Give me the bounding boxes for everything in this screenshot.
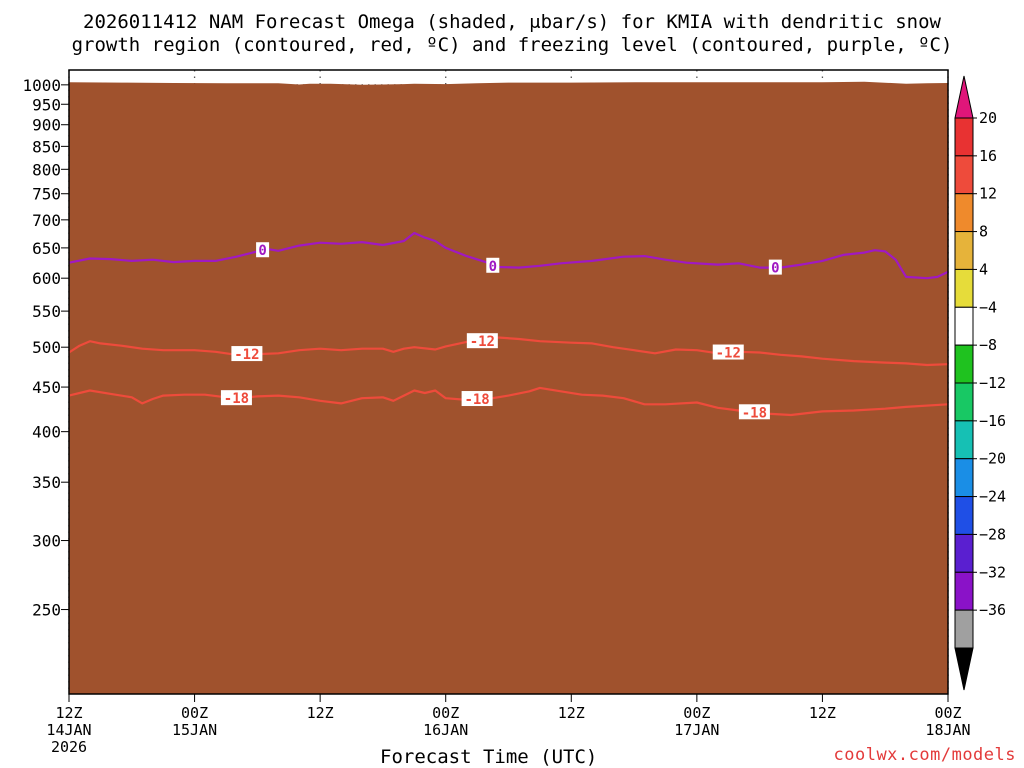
colorbar-label: −20 (979, 450, 1006, 468)
y-tick-label: 350 (32, 473, 61, 492)
colorbar-label: −28 (979, 525, 1006, 543)
plot-border (68, 69, 949, 695)
x-tick-label: 2026 (51, 738, 87, 756)
y-tick-label: 500 (32, 338, 61, 357)
colorbar-swatch (954, 382, 974, 422)
x-tick-label: 00Z (683, 704, 710, 722)
x-tick-label: 12Z (55, 704, 82, 722)
colorbar-label: 16 (979, 147, 997, 165)
colorbar-label: −24 (979, 488, 1006, 506)
terrain-fill (69, 81, 948, 695)
contour-label-bg (466, 333, 498, 349)
colorbar-label: 20 (979, 109, 997, 127)
x-tick-label: 16JAN (423, 721, 468, 739)
colorbar-swatch (954, 117, 974, 157)
x-tick-label: 00Z (181, 704, 208, 722)
contour-line (68, 386, 949, 417)
y-tick-label: 300 (32, 532, 61, 551)
y-tick-label: 900 (32, 116, 61, 135)
contour-label-bg (461, 391, 493, 407)
colorbar-swatch (954, 533, 974, 573)
y-tick-label: 450 (32, 378, 61, 397)
y-tick-label: 1000 (22, 76, 61, 95)
contour-label: -18 (224, 391, 249, 407)
colorbar-swatch (954, 458, 974, 498)
y-axis-ticks: 250 300 350 400 450 500 550 600 650 700 750 800 850 9… (22, 76, 69, 620)
colorbar-swatch (954, 306, 974, 346)
contour-label-bg (768, 259, 782, 275)
x-tick-label: 12Z (558, 704, 585, 722)
y-tick-label: 700 (32, 211, 61, 230)
colorbar-swatch (954, 193, 974, 233)
plot-frame (68, 69, 949, 695)
y-tick-label: 550 (32, 302, 61, 321)
y-tick-label: 750 (32, 185, 61, 204)
x-tick-label: 17JAN (674, 721, 719, 739)
colorbar-swatch (954, 571, 974, 611)
colorbar-label: −8 (979, 336, 997, 354)
contour-labels: -18 -18 -18 -12 -12 -12 0 0 0 (220, 242, 782, 421)
colorbar-swatch (954, 344, 974, 384)
x-tick-label: 12Z (307, 704, 334, 722)
colorbar-max-triangle (954, 75, 974, 119)
contour-label-bg (231, 346, 263, 362)
colorbar-swatch (954, 609, 974, 649)
colorbar-label: −4 (979, 298, 997, 316)
y-tick-label: 600 (32, 269, 61, 288)
contour-line (68, 336, 949, 367)
x-axis-title: Forecast Time (UTC) (380, 746, 598, 768)
contour-label-bg (712, 344, 744, 360)
contour-label-bg (256, 242, 270, 258)
colorbar-label: −32 (979, 563, 1006, 581)
colorbar-swatch (954, 231, 974, 270)
colorbar-swatch (954, 155, 974, 195)
colorbar-label: 4 (979, 260, 988, 278)
x-tick-label: 14JAN (46, 721, 91, 739)
contour-label-bg (220, 390, 252, 406)
contour-label-bg (738, 404, 770, 420)
contour-label: -18 (464, 392, 489, 408)
x-tick-label: 00Z (934, 704, 961, 722)
colorbar-label: −36 (979, 601, 1006, 619)
contour-label: 0 (258, 243, 266, 259)
y-tick-label: 250 (32, 601, 61, 620)
colorbar-label: 12 (979, 185, 997, 203)
contour-label: 0 (771, 261, 779, 277)
contour-label: -18 (742, 405, 767, 421)
colorbar-swatch (954, 268, 974, 308)
x-tick-label: 00Z (432, 704, 459, 722)
y-tick-label: 850 (32, 137, 61, 156)
contour-label-bg (486, 257, 500, 273)
colorbar-swatch (954, 496, 974, 535)
y-tick-label: 950 (32, 95, 61, 114)
contour-label: 0 (489, 259, 497, 275)
contour-label: -12 (470, 334, 495, 350)
chart-title-line1: 2026011412 NAM Forecast Omega (shaded, μ… (83, 11, 941, 33)
y-tick-label: 650 (32, 239, 61, 258)
contour-label: -12 (716, 346, 741, 362)
source-link[interactable]: coolwx.com/models (833, 745, 1016, 765)
contour-label: -12 (234, 347, 259, 363)
x-tick-label: 12Z (809, 704, 836, 722)
colorbar-min-triangle (954, 647, 974, 691)
colorbar: 20 16 12 8 4 −4 −8 −12 −16 −20 −24 −28 −32 −36 (954, 75, 1006, 691)
colorbar-swatch (954, 420, 974, 460)
y-tick-label: 800 (32, 160, 61, 179)
terrain-layer (69, 81, 948, 695)
x-tick-label: 15JAN (172, 721, 217, 739)
colorbar-label: −12 (979, 374, 1006, 392)
y-tick-label: 400 (32, 423, 61, 442)
colorbar-label: −16 (979, 412, 1006, 430)
chart-title-line2: growth region (contoured, red, ºC) and f… (71, 34, 953, 56)
colorbar-label: 8 (979, 223, 988, 241)
x-tick-label: 18JAN (925, 721, 970, 739)
